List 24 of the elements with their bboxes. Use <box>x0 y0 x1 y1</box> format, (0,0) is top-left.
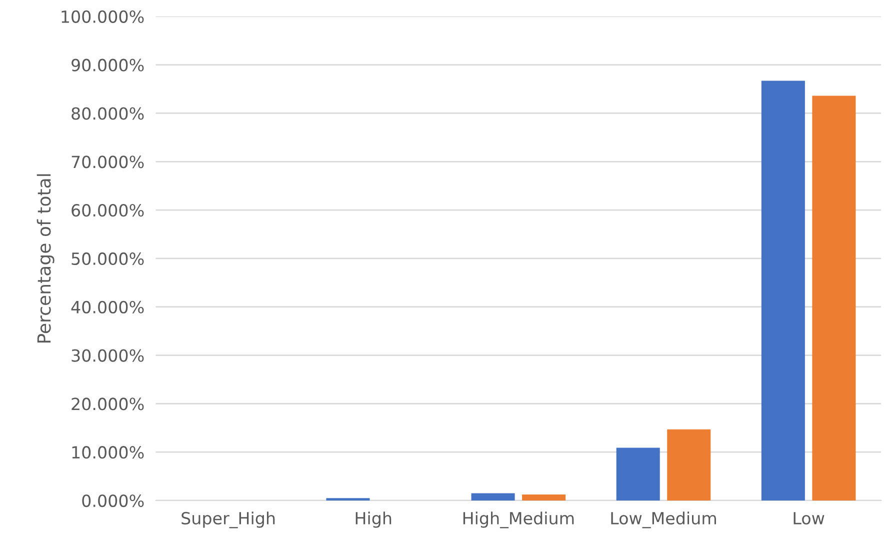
y-tick-label: 40.000% <box>71 300 144 314</box>
x-tick-label: Low_Medium <box>611 512 716 528</box>
y-tick-label: 10.000% <box>72 446 144 459</box>
y-tick-label: 100.000% <box>62 10 144 23</box>
y-tick-label: 60.000% <box>72 204 144 217</box>
y-tick-label: 70.000% <box>72 156 144 168</box>
y-axis-title: Percentage of total <box>36 174 54 343</box>
y-tick-label: 90.000% <box>72 58 144 72</box>
x-tick-label: Low <box>794 512 824 525</box>
bar <box>471 493 515 501</box>
y-tick-label: 50.000% <box>72 252 144 266</box>
y-tick-label: 0.000% <box>82 494 144 508</box>
x-tick-label: High <box>356 512 392 528</box>
y-tick-label: 20.000% <box>72 398 144 410</box>
bar <box>812 96 856 501</box>
x-tick-label: Super_High <box>182 512 275 528</box>
y-tick-label: 30.000% <box>72 349 144 362</box>
bar <box>616 448 660 501</box>
x-tick-label: High_Medium <box>463 512 574 528</box>
y-tick-label: 80.000% <box>72 107 144 120</box>
bar <box>522 494 566 501</box>
bar <box>761 80 805 501</box>
bar <box>667 429 711 501</box>
bar <box>326 498 370 501</box>
